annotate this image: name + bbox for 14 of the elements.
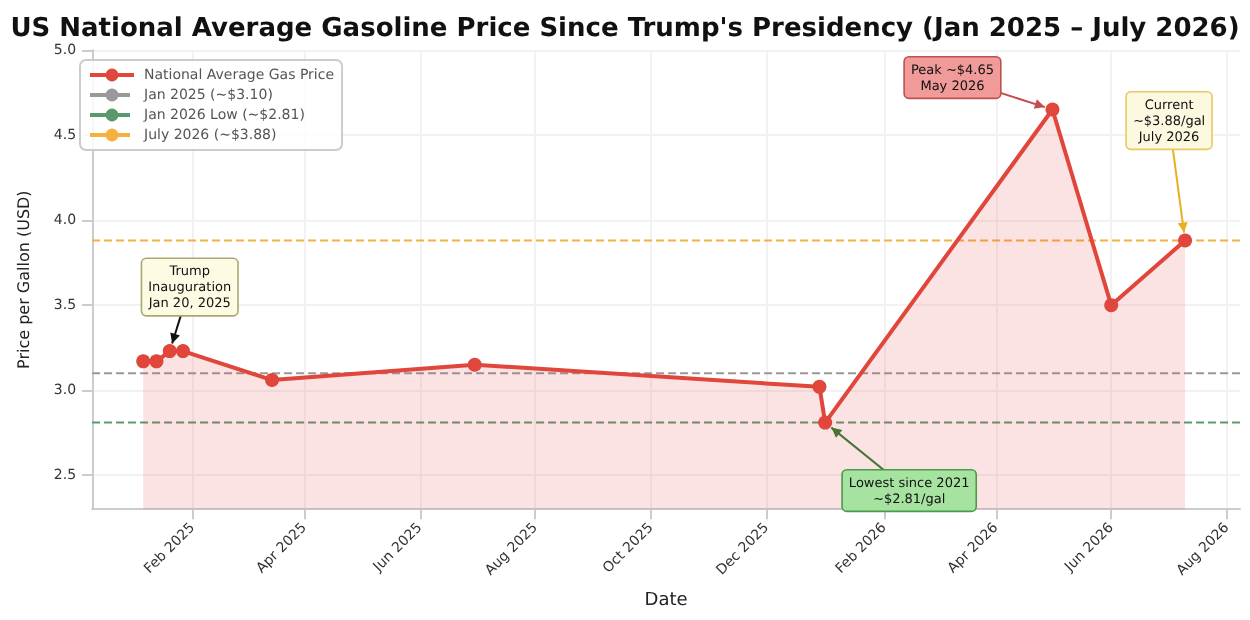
point [818,415,833,430]
point [162,344,177,359]
point [136,354,151,369]
x-axis-title: Date [644,591,689,611]
point [812,379,827,394]
point [1045,102,1060,117]
point [176,344,190,359]
chart-title: US National Average Gasoline Price Since Trump's Presidency (Jan 2025 – July 2026) [10,14,1240,44]
point [265,373,280,388]
point [467,357,482,372]
point [1104,298,1119,313]
y-axis-title: Price per Gallon (USD) [15,190,33,369]
point [1178,233,1193,248]
point [149,354,164,369]
